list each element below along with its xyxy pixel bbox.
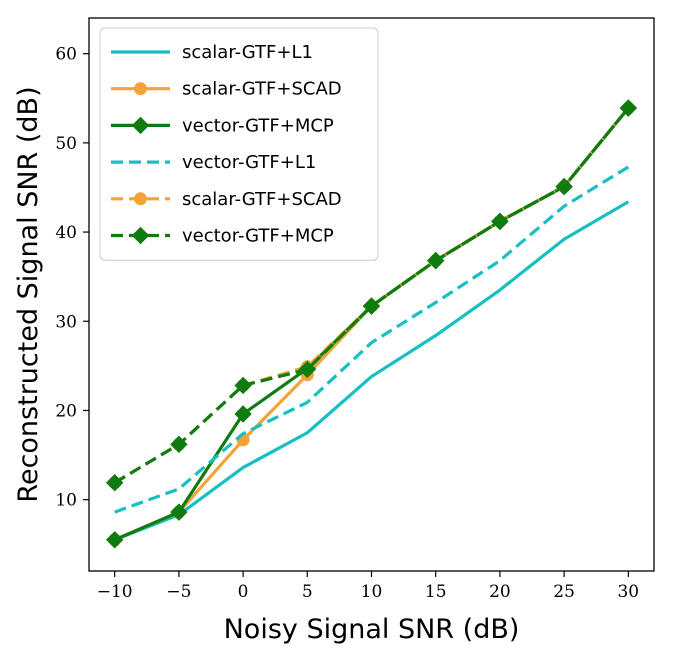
data-point bbox=[491, 212, 509, 231]
legend-item: vector-GTF+MCP bbox=[111, 226, 334, 247]
legend-label: vector-GTF+MCP bbox=[182, 226, 334, 247]
legend-item: vector-GTF+L1 bbox=[111, 152, 316, 173]
x-tick-label: 15 bbox=[425, 582, 447, 602]
y-tick-label: 30 bbox=[55, 312, 77, 332]
x-tick-label: 5 bbox=[302, 582, 313, 602]
series-1 bbox=[114, 200, 630, 542]
legend-item: vector-GTF+MCP bbox=[111, 115, 334, 136]
legend-label: scalar-GTF+SCAD bbox=[182, 189, 342, 210]
x-tick-label: 30 bbox=[617, 582, 639, 602]
y-tick-label: 10 bbox=[55, 491, 77, 511]
data-point bbox=[234, 376, 252, 395]
data-point bbox=[105, 473, 124, 492]
series-6 bbox=[105, 99, 638, 492]
x-tick-label: 10 bbox=[361, 582, 383, 602]
legend-marker bbox=[134, 82, 147, 96]
data-point bbox=[619, 99, 638, 117]
data-point bbox=[234, 405, 252, 423]
data-point bbox=[105, 531, 124, 549]
legend-label: vector-GTF+MCP bbox=[182, 115, 334, 136]
legend-marker bbox=[131, 116, 150, 135]
y-tick-label: 60 bbox=[55, 45, 77, 65]
axis-ticks: −10 −5 0 5 10 15 20 25 30 10 20 30 40 50 60 bbox=[55, 45, 639, 602]
data-point bbox=[555, 177, 573, 196]
legend-item: scalar-GTF+L1 bbox=[111, 42, 313, 63]
legend-item: scalar-GTF+SCAD bbox=[111, 79, 342, 100]
legend-label: scalar-GTF+L1 bbox=[182, 42, 313, 63]
series-4 bbox=[114, 165, 630, 514]
data-point bbox=[362, 297, 381, 315]
y-axis-title: Reconstructed Signal SNR (dB) bbox=[13, 86, 44, 502]
data-point bbox=[170, 435, 188, 454]
x-tick-label: 0 bbox=[238, 582, 249, 602]
legend-marker bbox=[134, 192, 147, 206]
x-tick-label: 20 bbox=[489, 582, 511, 602]
legend-box bbox=[99, 27, 379, 261]
data-point bbox=[298, 360, 317, 379]
series-line bbox=[114, 200, 630, 542]
legend-marker bbox=[131, 226, 150, 245]
series-line bbox=[114, 165, 630, 514]
x-tick-label: 25 bbox=[553, 582, 575, 602]
x-tick-label: −10 bbox=[97, 582, 133, 602]
data-point bbox=[170, 503, 188, 521]
legend-item: scalar-GTF+SCAD bbox=[111, 189, 342, 210]
x-axis-title: Noisy Signal SNR (dB) bbox=[224, 614, 520, 645]
series-layer bbox=[105, 99, 638, 549]
legend: scalar-GTF+L1 scalar-GTF+SCAD vector-GTF+M… bbox=[99, 27, 379, 261]
x-tick-label: −5 bbox=[166, 582, 191, 602]
y-tick-label: 50 bbox=[55, 134, 77, 154]
legend-label: vector-GTF+L1 bbox=[182, 152, 316, 173]
y-tick-label: 20 bbox=[55, 401, 77, 421]
data-point bbox=[426, 251, 445, 270]
legend-label: scalar-GTF+SCAD bbox=[182, 79, 342, 100]
y-tick-label: 40 bbox=[55, 223, 77, 243]
